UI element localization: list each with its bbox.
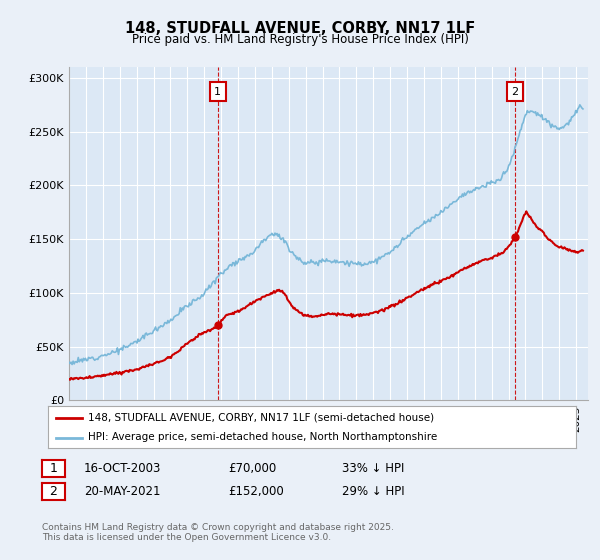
Text: 1: 1 [49,462,58,475]
Text: 148, STUDFALL AVENUE, CORBY, NN17 1LF: 148, STUDFALL AVENUE, CORBY, NN17 1LF [125,21,475,36]
Text: 1: 1 [214,87,221,97]
Text: Contains HM Land Registry data © Crown copyright and database right 2025.
This d: Contains HM Land Registry data © Crown c… [42,523,394,543]
Text: £70,000: £70,000 [228,462,276,475]
Text: 33% ↓ HPI: 33% ↓ HPI [342,462,404,475]
Text: 2: 2 [511,87,518,97]
Text: 20-MAY-2021: 20-MAY-2021 [84,484,161,498]
Text: 148, STUDFALL AVENUE, CORBY, NN17 1LF (semi-detached house): 148, STUDFALL AVENUE, CORBY, NN17 1LF (s… [88,413,434,423]
Text: £152,000: £152,000 [228,484,284,498]
Text: 29% ↓ HPI: 29% ↓ HPI [342,484,404,498]
Text: HPI: Average price, semi-detached house, North Northamptonshire: HPI: Average price, semi-detached house,… [88,432,437,442]
Text: Price paid vs. HM Land Registry's House Price Index (HPI): Price paid vs. HM Land Registry's House … [131,33,469,46]
Text: 2: 2 [49,484,58,498]
Text: 16-OCT-2003: 16-OCT-2003 [84,462,161,475]
